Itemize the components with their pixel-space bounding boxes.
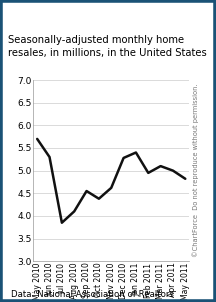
Text: Existing Home Sales: Existing Home Sales xyxy=(5,8,211,26)
Text: Data: National Association of Realtors: Data: National Association of Realtors xyxy=(11,290,174,299)
Text: ©ChartForce  Do not reproduce without permission.: ©ChartForce Do not reproduce without per… xyxy=(192,84,199,257)
Text: Seasonally-adjusted monthly home
resales, in millions, in the United States: Seasonally-adjusted monthly home resales… xyxy=(8,35,207,58)
